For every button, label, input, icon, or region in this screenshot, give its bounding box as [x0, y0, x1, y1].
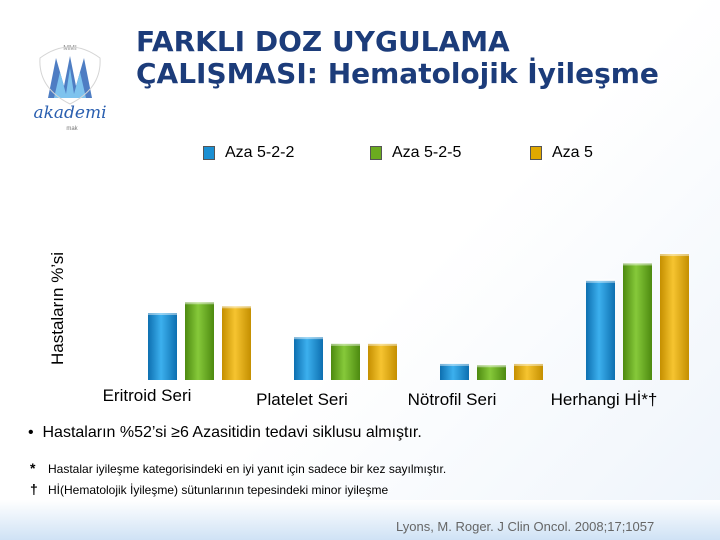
bar-cap-herhangi-aza-5 [660, 252, 689, 257]
x-category-herhangi: Herhangi Hİ*† [550, 390, 658, 409]
footnote-text: Hastalar iyileşme kategorisindeki en iyi… [48, 462, 447, 476]
bar-cap-notrofil-aza-5-2-5 [477, 363, 506, 368]
akademi-logo: MMI akademi mak [33, 45, 106, 132]
bottom-band [0, 500, 720, 540]
x-category-platelet: Platelet Seri [256, 390, 348, 409]
bar-cap-eritroid-aza-5 [222, 304, 251, 309]
bar-cap-platelet-aza-5-2-2 [294, 335, 323, 340]
bar-platelet-aza-5-2-2 [294, 337, 323, 380]
footnote-symbol: * [30, 460, 36, 476]
bar-eritroid-aza-5 [222, 306, 251, 380]
legend-swatch-aza-5-2-2 [203, 146, 215, 160]
legend-swatch-aza-5 [530, 146, 542, 160]
bar-herhangi-aza-5-2-2 [586, 280, 615, 380]
bar-cap-notrofil-aza-5 [514, 361, 543, 366]
bar-notrofil-aza-5-2-2 [440, 363, 469, 380]
citation: Lyons, M. Roger. J Clin Oncol. 2008;17;1… [396, 519, 655, 534]
legend-label-aza-5-2-5: Aza 5-2-5 [392, 144, 462, 161]
logo-top-text: MMI [63, 45, 77, 52]
footnote-symbol: † [30, 481, 38, 497]
bar-cap-notrofil-aza-5-2-2 [440, 361, 469, 366]
bullet-text: Hastaların %52’si ≥6 Azasitidin tedavi s… [42, 424, 422, 441]
logo-bottom-text: mak [66, 126, 78, 132]
bar-eritroid-aza-5-2-5 [185, 302, 214, 380]
bullet-note: • Hastaların %52’si ≥6 Azasitidin tedavi… [28, 424, 422, 442]
slide-title: FARKLI DOZ UYGULAMA ÇALIŞMASI: Hematoloj… [136, 26, 696, 90]
bar-notrofil-aza-5-2-5 [477, 365, 506, 380]
bar-platelet-aza-5-2-5 [331, 343, 360, 380]
x-category-notrofil: Nötrofil Seri [407, 390, 497, 409]
bar-eritroid-aza-5-2-2 [148, 313, 177, 380]
footnote-dagger: † Hİ(Hematolojik İyileşme) sütunlarının t… [30, 481, 388, 497]
bar-herhangi-aza-5-2-5 [623, 263, 652, 380]
footnote-asterisk: * Hastalar iyileşme kategorisindeki en iy… [30, 460, 446, 476]
bullet-dot: • [28, 424, 43, 441]
bar-herhangi-aza-5 [660, 254, 689, 380]
legend-label-aza-5: Aza 5 [552, 144, 593, 161]
bar-cap-eritroid-aza-5-2-5 [185, 300, 214, 305]
x-category-eritroid: Eritroid Seri [102, 386, 192, 405]
legend-item-aza-5: Aza 5 [530, 144, 593, 162]
bar-cap-eritroid-aza-5-2-2 [148, 311, 177, 315]
title-line-2: ÇALIŞMASI: Hematolojik İyileşme [136, 57, 659, 90]
legend-item-aza-5-2-5: Aza 5-2-5 [370, 144, 461, 162]
bar-cap-platelet-aza-5 [368, 341, 397, 346]
bar-cap-platelet-aza-5-2-5 [331, 341, 360, 346]
legend-swatch-aza-5-2-5 [370, 146, 382, 160]
bar-cap-herhangi-aza-5-2-2 [586, 278, 615, 283]
footnote-text: Hİ(Hematolojik İyileşme) sütunlarının te… [48, 483, 389, 497]
legend-label-aza-5-2-2: Aza 5-2-2 [225, 144, 295, 161]
bar-notrofil-aza-5 [514, 363, 543, 380]
bar-platelet-aza-5 [368, 343, 397, 380]
title-line-1: FARKLI DOZ UYGULAMA [136, 25, 510, 58]
logo-brand-text: akademi [33, 103, 106, 123]
bar-cap-herhangi-aza-5-2-5 [623, 261, 652, 266]
legend-item-aza-5-2-2: Aza 5-2-2 [203, 144, 294, 162]
